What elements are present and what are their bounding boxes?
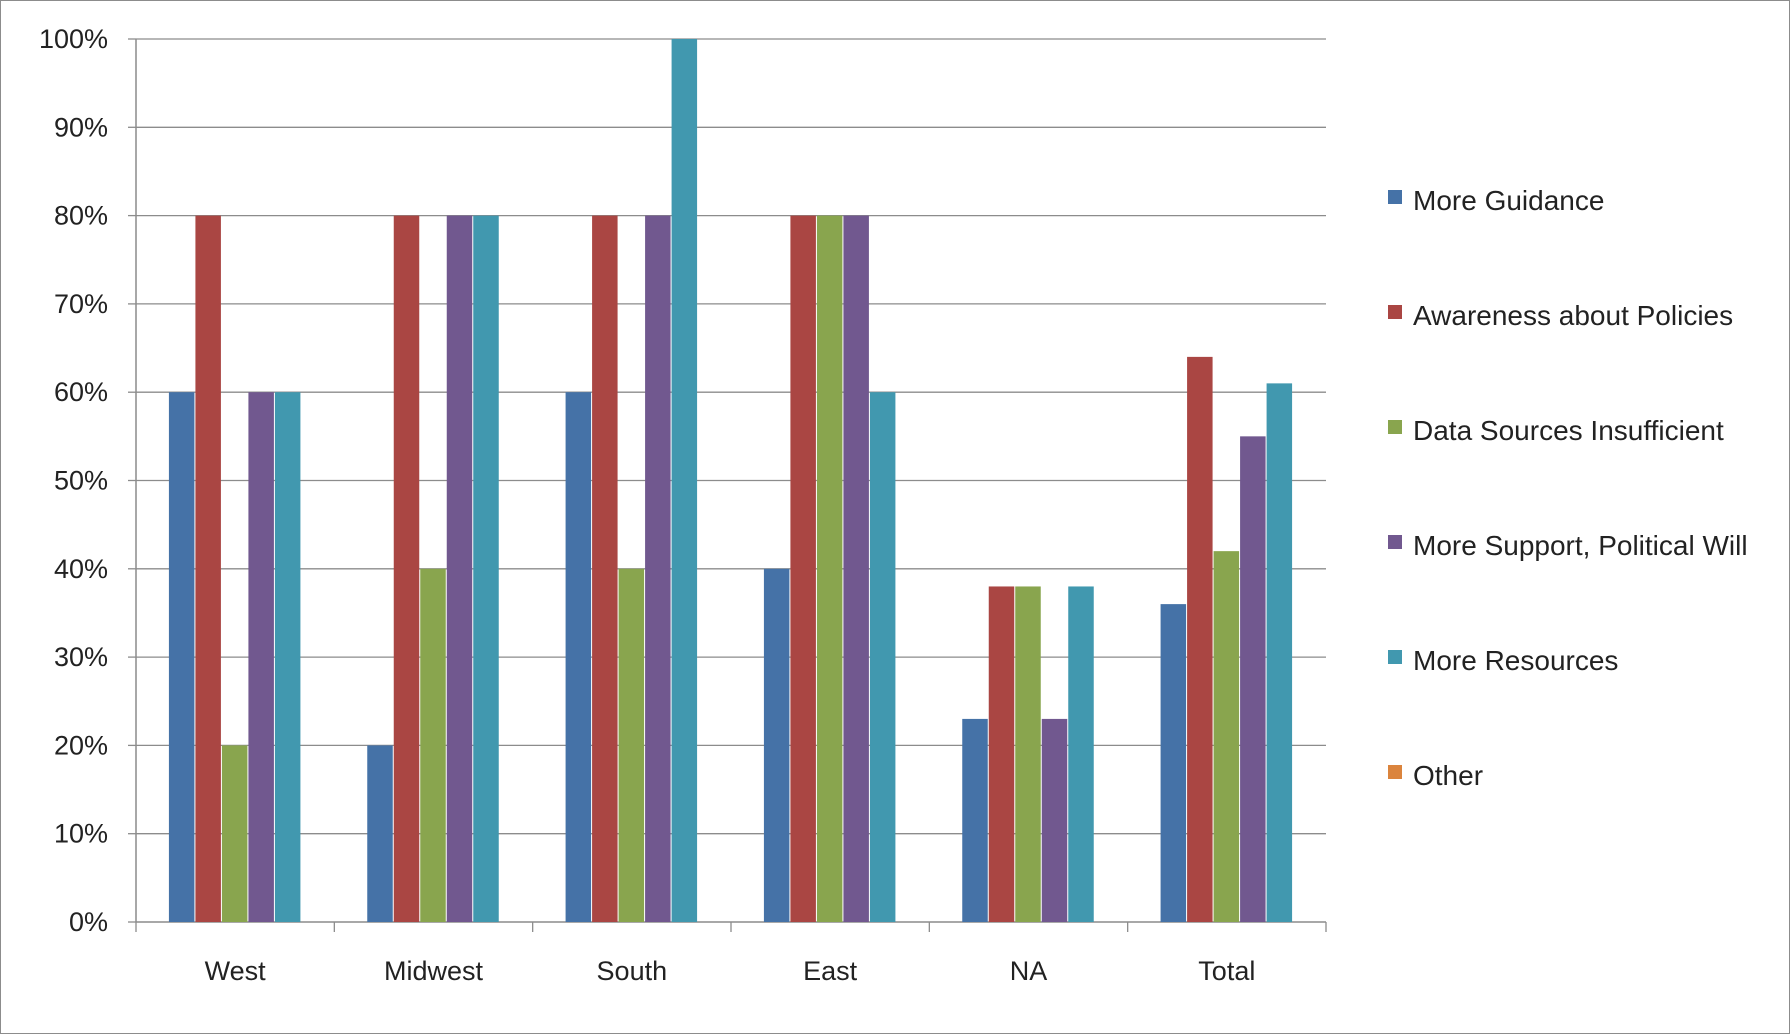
bar [869,392,896,922]
bar [195,215,221,923]
y-tick-label: 70% [54,289,108,319]
legend-label: Awareness about Policies [1413,300,1733,331]
y-tick-label: 50% [54,466,108,496]
y-tick-label: 10% [54,819,108,849]
y-tick-label: 20% [54,730,108,760]
bar [1187,356,1213,922]
bar [763,568,790,922]
y-tick-label: 80% [54,201,108,231]
y-tick-label: 100% [39,24,108,54]
legend-label: More Resources [1413,645,1618,676]
bar [790,215,816,923]
bar [1068,586,1094,922]
bar [671,39,698,922]
x-tick-label: East [803,956,858,986]
bar [420,568,446,922]
bar [962,718,988,922]
legend-swatch [1388,535,1402,549]
x-tick-label: West [205,956,267,986]
bar [565,392,592,922]
y-tick-label: 90% [54,112,108,142]
bar [248,392,274,922]
bar [1160,604,1187,922]
x-tick-label: Midwest [384,956,484,986]
y-tick-label: 0% [69,907,108,937]
bar [1041,718,1068,922]
x-tick-label: Total [1198,956,1255,986]
bar [1213,551,1240,922]
x-tick-label: South [597,956,668,986]
bar [1015,586,1041,922]
bar [592,215,618,923]
legend-swatch [1388,650,1402,664]
bar [988,586,1015,922]
legend-swatch [1388,765,1402,779]
bar [473,215,499,923]
bar [816,215,843,923]
bar [367,745,393,922]
bar [645,215,671,923]
bar [393,215,420,923]
bar [168,392,195,922]
legend-swatch [1388,305,1402,319]
bar [843,215,869,923]
y-tick-label: 30% [54,642,108,672]
legend-label: More Support, Political Will [1413,530,1748,561]
bar [1266,383,1293,922]
bar [221,745,248,922]
bar [618,568,645,922]
legend-label: More Guidance [1413,185,1604,216]
legend-label: Data Sources Insufficient [1413,415,1724,446]
legend-swatch [1388,420,1402,434]
bar [1240,436,1266,922]
bar [446,215,473,923]
x-tick-label: NA [1010,956,1048,986]
y-tick-label: 40% [54,554,108,584]
legend-label: Other [1413,760,1483,791]
y-tick-label: 60% [54,377,108,407]
legend-swatch [1388,190,1402,204]
bar [274,392,301,922]
